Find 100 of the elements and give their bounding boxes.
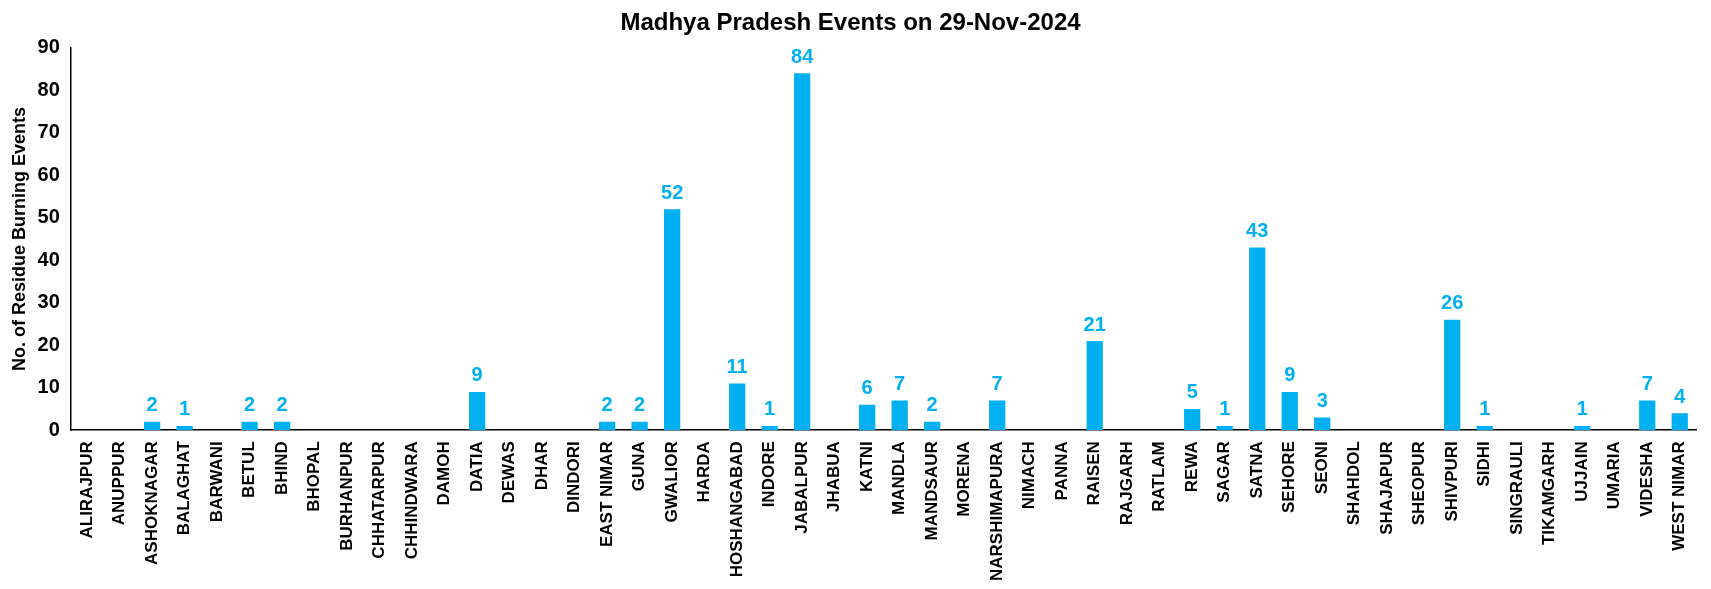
bar [989,400,1006,431]
x-tick-label: GUNA [629,441,649,492]
x-tick-label: JHABUA [824,441,844,513]
bar [1249,247,1266,431]
x-tick-label: CHHATARPUR [369,441,389,559]
x-tick-label: WEST NIMAR [1669,441,1689,551]
bar [1671,413,1688,431]
x-tick-label: BHOPAL [304,441,324,512]
data-label: 2 [244,393,256,416]
x-tick-label: NIMACH [1019,441,1039,510]
y-tick-label: 60 [37,162,60,185]
data-label: 2 [276,393,288,416]
data-label: 2 [634,393,646,416]
x-tick-label: EAST NIMAR [596,441,616,547]
x-tick-label: RAISEN [1084,441,1104,506]
x-tick-label: SHAJAPUR [1376,441,1396,535]
x-tick-label: UMARIA [1604,441,1624,510]
bar [469,391,486,431]
data-label: 43 [1246,219,1269,242]
x-tick-label: SATNA [1246,441,1266,499]
x-tick-label: DHAR [531,441,551,491]
data-label: 2 [146,393,158,416]
bar [729,383,746,431]
data-label: 7 [991,371,1003,394]
y-tick-label: 20 [37,332,60,355]
bar [241,421,258,431]
bar [924,421,941,431]
bar [664,209,681,431]
x-tick-label: DATIA [466,441,486,492]
data-label: 2 [601,393,613,416]
x-tick-label: TIKAMGARH [1539,441,1559,546]
x-tick-label: MANDLA [889,441,909,515]
bar [1216,425,1233,431]
data-label: 21 [1083,312,1106,335]
x-tick-label: SHEOPUR [1409,441,1429,526]
x-tick-label: ANUPPUR [109,441,129,526]
data-label: 26 [1441,291,1464,314]
bar [891,400,908,431]
x-tick-label: HOSHANGABAD [726,441,746,578]
x-tick-label: BURHANPUR [336,441,356,551]
data-label: 5 [1186,380,1198,403]
x-tick-label: MORENA [954,441,974,517]
x-tick-label: SAGAR [1214,441,1234,503]
x-tick-label: PANNA [1051,441,1071,501]
bar [631,421,648,431]
y-tick-label: 10 [37,375,60,398]
x-tick-label: JABALPUR [791,441,811,534]
data-label: 7 [1641,371,1653,394]
data-label: 3 [1316,388,1328,411]
bar [794,73,811,431]
bar [859,404,876,431]
x-tick-label: RATLAM [1149,441,1169,512]
bar [1574,425,1591,431]
y-axis-title: No. of Residue Burning Events [8,107,29,372]
data-label: 84 [791,44,815,67]
x-tick-label: ALIRAJPUR [76,441,96,539]
x-tick-label: DINDORI [564,441,584,513]
x-tick-label: DAMOH [434,441,454,506]
bar [1281,391,1298,431]
x-tick-label: BHIND [271,441,291,496]
y-tick-label: 0 [48,417,60,440]
x-tick-label: GWALIOR [661,441,681,523]
y-tick-label: 90 [37,35,60,58]
bar [1444,319,1461,431]
x-tick-label: DEWAS [499,441,519,504]
x-tick-label: NARSHIMAPURA [986,441,1006,581]
bar [176,425,193,431]
x-tick-label: INDORE [759,441,779,508]
x-tick-label: SEONI [1311,441,1331,495]
bar [599,421,616,431]
x-tick-label: BETUL [239,441,259,498]
data-label: 1 [764,397,776,420]
chart-title: Madhya Pradesh Events on 29-Nov-2024 [620,8,1082,36]
bar [1639,400,1656,431]
x-tick-label: BARWANI [206,441,226,523]
x-tick-label: VIDESHA [1636,441,1656,517]
bar [1086,340,1103,431]
y-tick-label: 70 [37,120,60,143]
x-tick-label: BALAGHAT [174,440,194,536]
data-label: 1 [1219,397,1231,420]
data-label: 52 [661,180,684,203]
data-label: 1 [1479,397,1491,420]
x-tick-label: HARDA [694,441,714,503]
bar [1184,408,1201,431]
bar [1314,417,1331,431]
data-label: 6 [861,376,873,399]
x-tick-label: SHIVPURI [1441,441,1461,522]
y-tick-label: 50 [37,205,60,228]
bar [1476,425,1493,431]
x-tick-label: ASHOKNAGAR [141,441,161,565]
data-label: 9 [1284,363,1296,386]
x-tick-label: SIDHI [1474,441,1494,487]
x-tick-label: KATNI [856,441,876,492]
data-label: 1 [179,397,191,420]
y-tick-label: 30 [37,290,60,313]
bar [143,421,161,431]
data-label: 4 [1674,384,1687,407]
x-tick-label: CHHINDWARA [401,441,421,560]
x-tick-label: SINGRAULI [1506,441,1526,535]
data-label: 2 [926,393,938,416]
